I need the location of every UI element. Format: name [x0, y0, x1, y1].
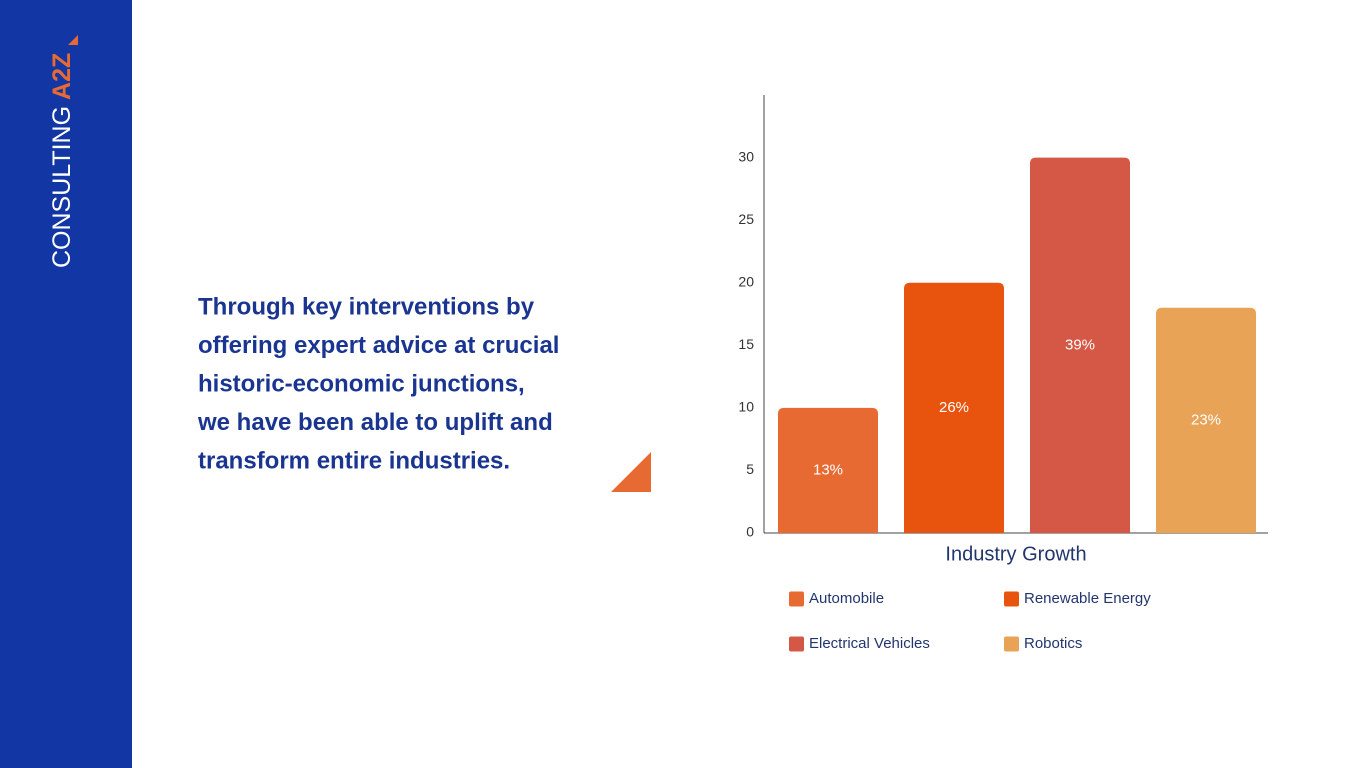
y-tick-label: 30	[738, 148, 754, 164]
bar-label: 23%	[1191, 411, 1221, 428]
bar-label: 39%	[1065, 336, 1095, 353]
y-tick-label: 5	[746, 461, 754, 477]
bar-label: 13%	[813, 461, 843, 478]
y-tick-label: 15	[738, 336, 754, 352]
bar	[778, 407, 878, 533]
body-line: we have been able to uplift and	[197, 409, 553, 436]
bar	[1156, 307, 1256, 533]
legend-swatch	[1004, 636, 1019, 652]
legend-label: Electrical Vehicles	[809, 635, 930, 652]
legend-swatch	[789, 591, 804, 607]
brand-mark	[68, 35, 78, 45]
legend-swatch	[789, 636, 804, 652]
legend-label: Renewable Energy	[1024, 590, 1151, 607]
body-line: transform entire industries.	[198, 447, 510, 474]
bar	[904, 282, 1004, 533]
body-line: offering expert advice at crucial	[198, 332, 559, 359]
body-line: historic-economic junctions,	[198, 370, 525, 397]
y-tick-label: 25	[738, 211, 754, 227]
decor-triangle	[611, 452, 651, 492]
brand-name: CONSULTING	[48, 106, 76, 268]
body-text: Through key interventions by offering exp…	[197, 293, 559, 474]
sidebar	[0, 0, 132, 768]
legend-label: Automobile	[809, 590, 884, 607]
body-line: Through key interventions by	[198, 293, 535, 320]
brand: CONSULTING A2Z	[48, 53, 76, 268]
bar-label: 26%	[939, 399, 969, 416]
legend-swatch	[1004, 591, 1019, 607]
y-tick-label: 20	[738, 273, 754, 289]
x-axis-title: Industry Growth	[945, 543, 1086, 565]
y-tick-label: 0	[746, 524, 754, 540]
bar	[1030, 157, 1130, 534]
legend-label: Robotics	[1024, 635, 1082, 652]
brand-accent: A2Z	[48, 53, 76, 100]
y-tick-label: 10	[738, 399, 754, 415]
